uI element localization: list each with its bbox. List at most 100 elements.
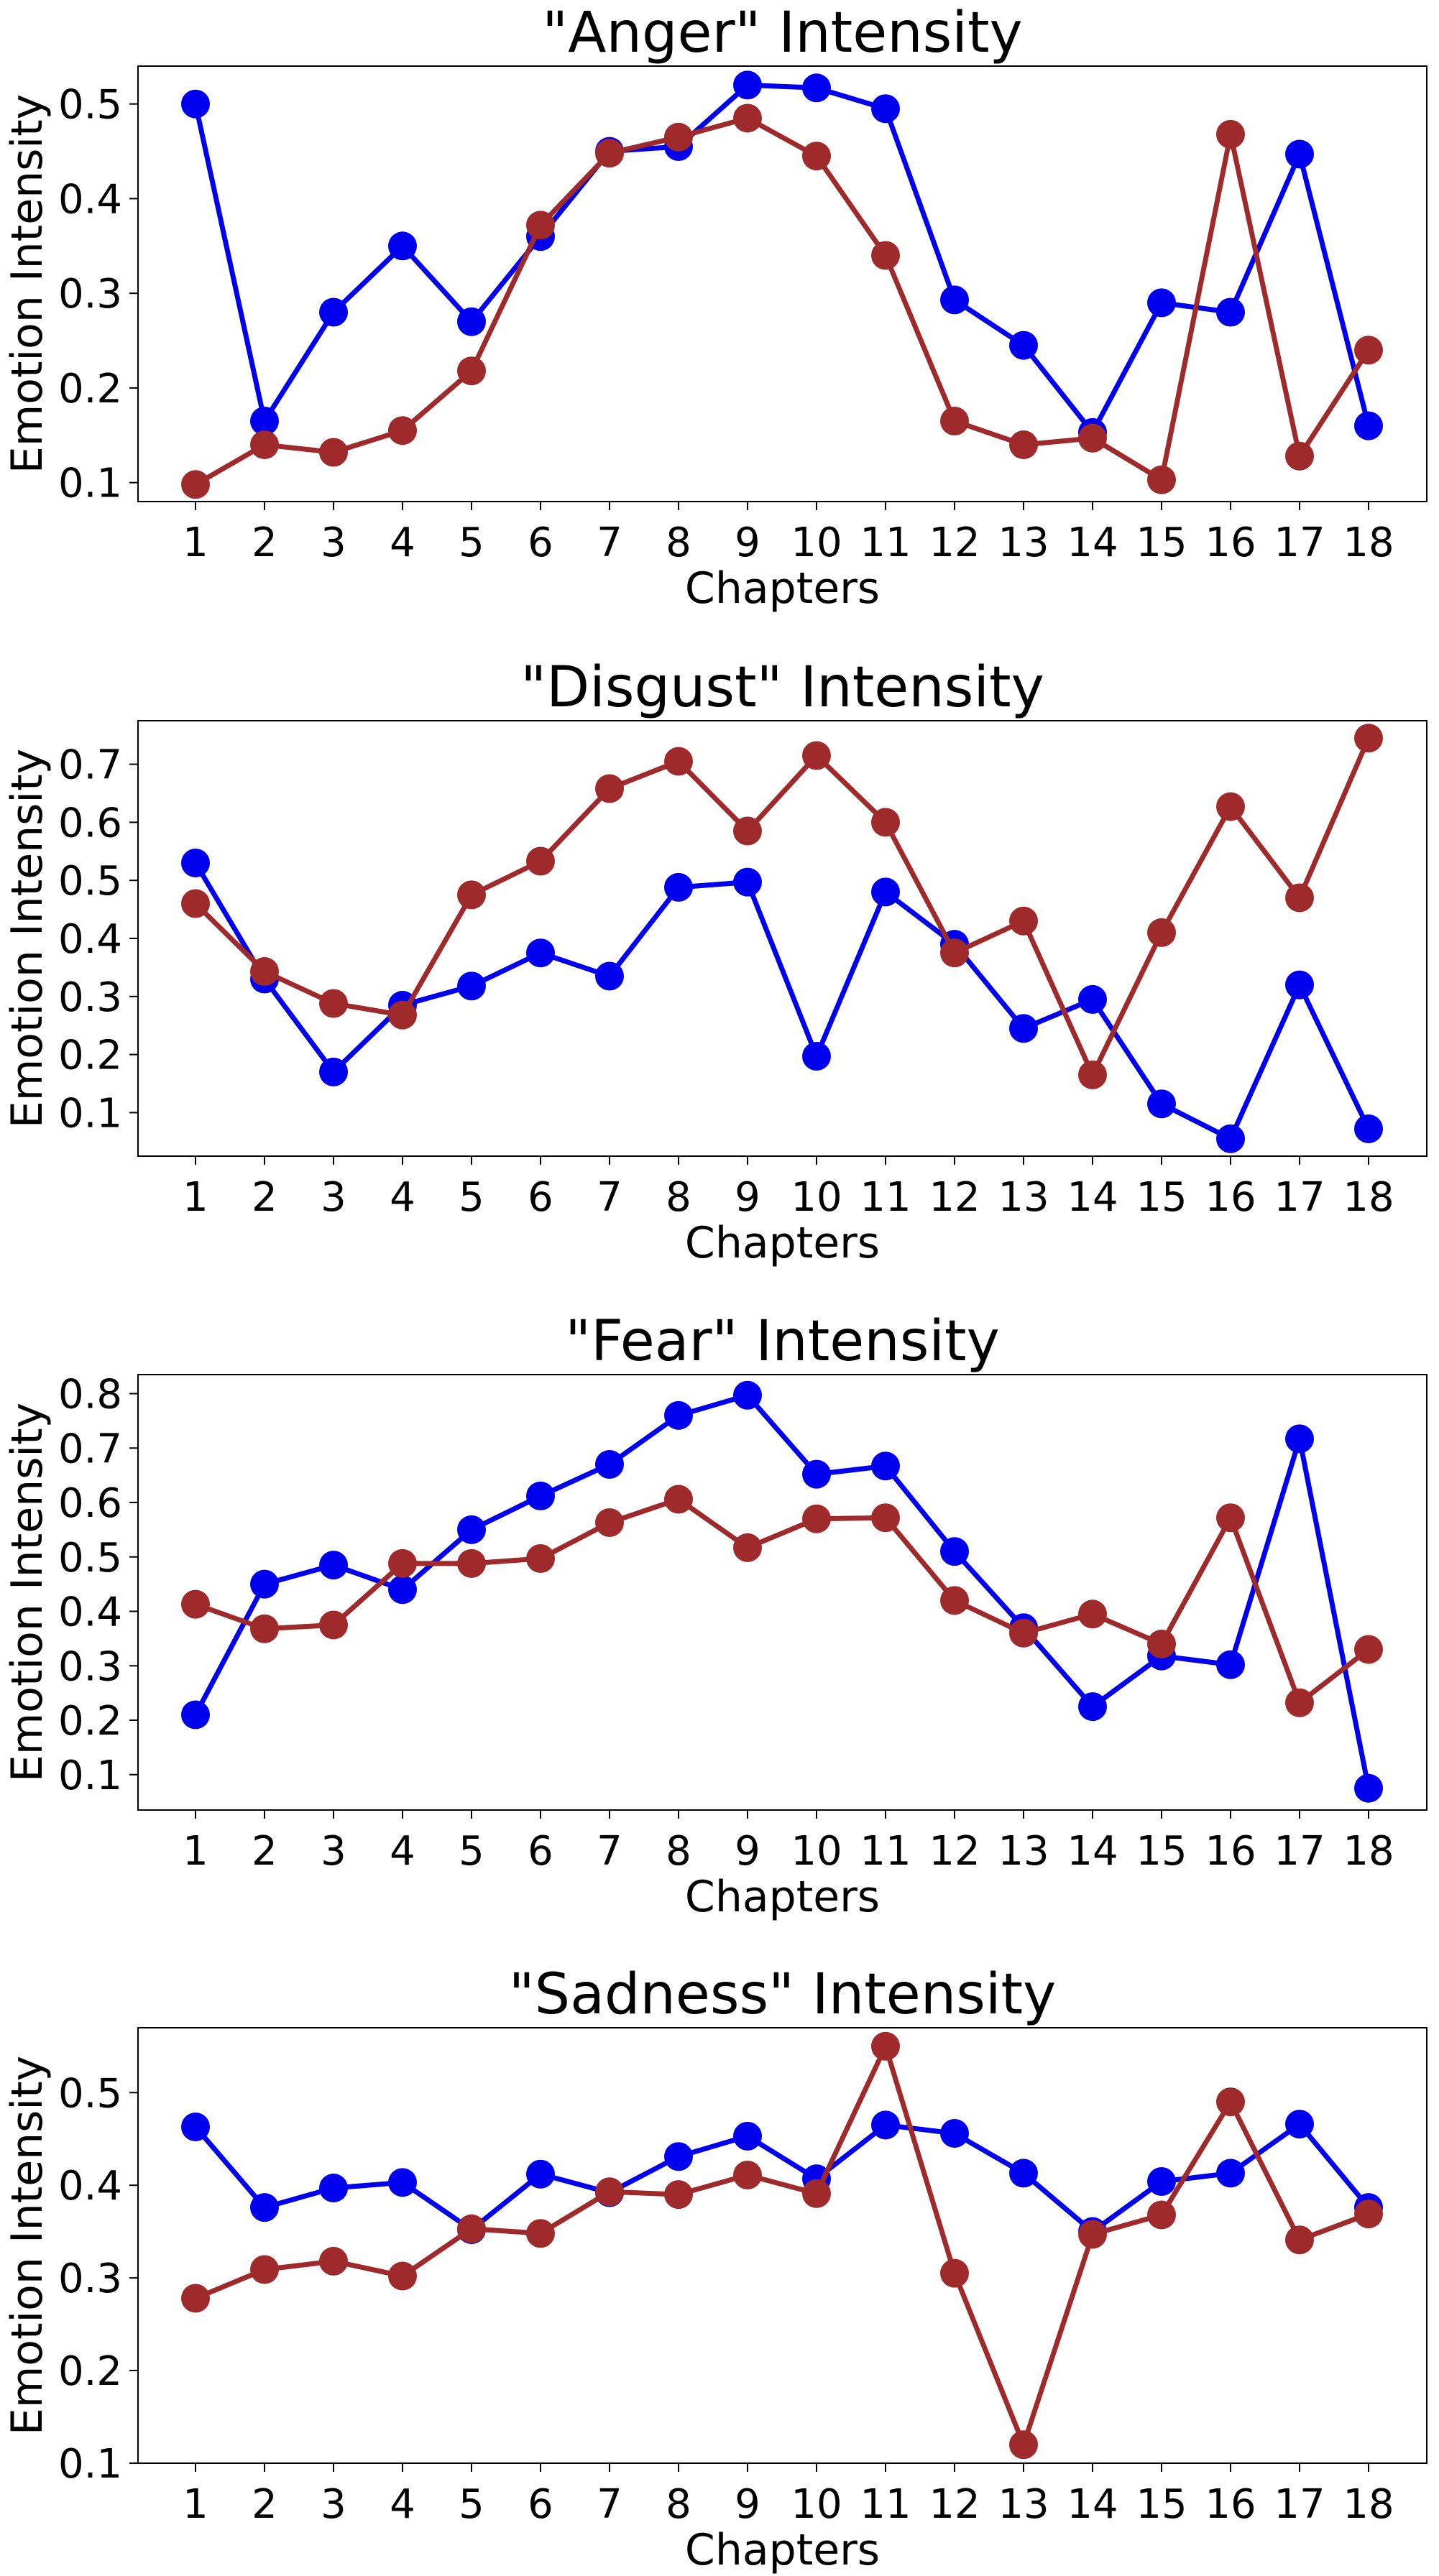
series-2-point xyxy=(1078,2220,1107,2249)
x-tick-label: 3 xyxy=(321,520,346,566)
series-2-point xyxy=(1354,1635,1383,1664)
x-tick-label: 14 xyxy=(1067,2481,1118,2528)
series-2-point xyxy=(181,470,210,499)
plot-frame xyxy=(137,1374,1427,1811)
y-tick-label: 0.3 xyxy=(58,1643,122,1690)
series-2-point xyxy=(526,2219,555,2248)
y-tick-label: 0.1 xyxy=(58,1753,122,1799)
x-tick-label: 7 xyxy=(597,520,622,566)
series-2-point xyxy=(595,774,624,803)
series-1-point xyxy=(1009,2159,1038,2188)
x-tick-label: 3 xyxy=(321,1174,346,1221)
series-1-point xyxy=(319,1551,348,1580)
series-2-point xyxy=(1354,2199,1383,2229)
series-1-point xyxy=(1147,2167,1176,2197)
series-2-point xyxy=(1009,1618,1038,1648)
x-tick-label: 13 xyxy=(998,1174,1049,1221)
series-2-point xyxy=(802,741,831,770)
series-2-point xyxy=(250,957,279,987)
y-tick-label: 0.4 xyxy=(58,176,122,223)
series-1-point xyxy=(1009,331,1038,360)
x-tick-label: 7 xyxy=(597,1174,622,1221)
series-1-point xyxy=(1078,1692,1107,1722)
series-1-point xyxy=(871,1451,900,1481)
series-1-point xyxy=(733,70,762,100)
series-2-point xyxy=(664,1485,693,1514)
series-2-line xyxy=(194,2044,1370,2447)
x-tick-label: 3 xyxy=(321,2481,346,2528)
series-1-point xyxy=(1354,411,1383,440)
x-tick-label: 5 xyxy=(459,2481,484,2528)
series-1-point xyxy=(595,1449,624,1479)
series-2-point xyxy=(595,139,624,168)
series-2-point xyxy=(1285,2225,1314,2255)
series-2-point xyxy=(1216,2087,1245,2117)
series-1-point xyxy=(871,94,900,124)
x-tick-label: 5 xyxy=(459,1828,484,1875)
series-2-point xyxy=(595,1508,624,1538)
series-2-line xyxy=(194,115,1371,487)
series-2-point xyxy=(181,1589,210,1619)
series-1-point xyxy=(940,1537,969,1566)
chart-title: "Sadness" Intensity xyxy=(509,1962,1057,2027)
series-1-point xyxy=(526,938,555,968)
series-1-point xyxy=(388,2168,417,2197)
x-tick-label: 8 xyxy=(666,2481,691,2528)
x-tick-label: 12 xyxy=(929,1174,980,1221)
x-tick-label: 8 xyxy=(666,520,691,566)
x-tick-label: 1 xyxy=(183,1828,208,1875)
plot-frame xyxy=(137,2027,1427,2464)
series-2-point xyxy=(526,211,555,240)
y-tick-label: 0.2 xyxy=(58,1698,122,1745)
y-axis-label: Emotion Intensity xyxy=(2,2056,52,2435)
series-1-point xyxy=(595,961,624,991)
x-tick-label: 6 xyxy=(528,2481,553,2528)
series-1-point xyxy=(319,1057,348,1086)
x-axis-label: Chapters xyxy=(685,1218,880,1268)
y-axis-label: Emotion Intensity xyxy=(2,1403,52,1782)
x-tick-label: 14 xyxy=(1067,1174,1118,1221)
x-tick-label: 17 xyxy=(1274,2481,1325,2528)
x-tick-label: 13 xyxy=(998,2481,1049,2528)
y-tick-label: 0.1 xyxy=(58,1090,122,1137)
series-1-point xyxy=(871,2110,900,2140)
series-1-point xyxy=(733,1380,762,1410)
series-2-point xyxy=(940,938,969,968)
x-tick-label: 2 xyxy=(252,1828,277,1875)
y-tick-label: 0.4 xyxy=(58,916,122,963)
series-1-point xyxy=(526,1481,555,1510)
y-tick-label: 0.8 xyxy=(58,1372,122,1418)
series-2-point xyxy=(526,1544,555,1574)
series-1-point xyxy=(181,1700,210,1730)
y-tick-label: 0.2 xyxy=(58,366,122,412)
x-tick-label: 14 xyxy=(1067,1828,1118,1875)
y-tick-label: 0.6 xyxy=(58,800,122,846)
series-2-point xyxy=(664,747,693,776)
series-2-point xyxy=(457,1548,486,1578)
y-tick-label: 0.1 xyxy=(58,461,122,507)
x-tick-label: 18 xyxy=(1343,2481,1394,2528)
series-2-line xyxy=(194,1496,1371,1706)
y-tick-label: 0.5 xyxy=(58,1535,122,1582)
series-2-point xyxy=(1285,441,1314,471)
series-2-point xyxy=(1147,1629,1176,1658)
series-2-point xyxy=(733,2161,762,2190)
series-1-point xyxy=(250,1569,279,1599)
series-2-point xyxy=(388,416,417,446)
x-tick-label: 2 xyxy=(252,1174,277,1221)
series-1-point xyxy=(181,848,210,877)
series-2-point xyxy=(1078,1060,1107,1089)
series-1-point xyxy=(802,73,831,103)
series-1-point xyxy=(1354,1773,1383,1803)
plot-frame xyxy=(137,720,1427,1157)
x-tick-label: 17 xyxy=(1274,1174,1325,1221)
x-tick-label: 11 xyxy=(860,2481,911,2528)
series-2-point xyxy=(250,430,279,459)
chart-title: "Fear" Intensity xyxy=(565,1309,1000,1374)
series-1-point xyxy=(1285,970,1314,1000)
x-tick-label: 11 xyxy=(860,1828,911,1875)
x-tick-label: 10 xyxy=(791,1828,842,1875)
y-tick-label: 0.7 xyxy=(58,1426,122,1472)
x-tick-label: 15 xyxy=(1136,1828,1187,1875)
series-1-point xyxy=(457,971,486,1001)
